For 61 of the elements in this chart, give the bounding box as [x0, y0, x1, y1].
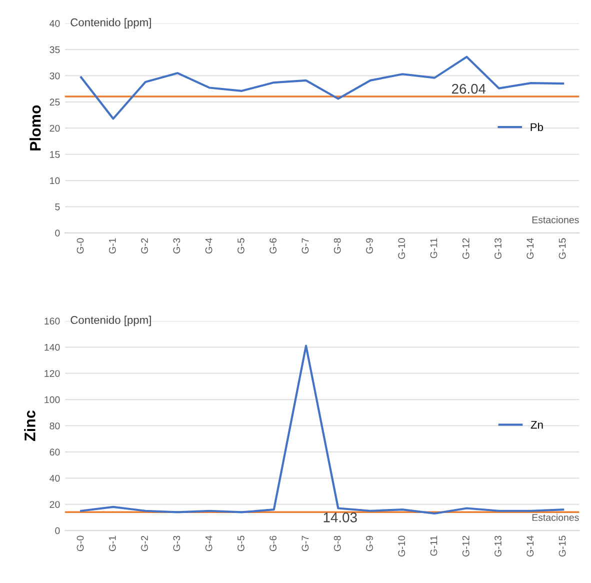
legend-label: Pb [530, 122, 544, 132]
y-tick-label: 30 [50, 72, 60, 80]
x-tick-label: G-4 [205, 536, 212, 552]
y-tick-label: 15 [50, 151, 60, 158]
x-tick-label: G-3 [173, 238, 180, 254]
y-tick-label: 0 [55, 527, 60, 534]
x-tick-label: G-8 [334, 238, 341, 254]
x-tick-label: G-6 [270, 536, 276, 552]
y-tick-label: 80 [50, 422, 60, 430]
legend-label: Zn [530, 420, 543, 429]
y-tick-label: 0 [55, 230, 60, 237]
y-tick-label: 60 [50, 448, 60, 456]
x-tick-label: G-15 [558, 238, 566, 259]
x-tick-label: G-0 [76, 536, 84, 552]
x-tick-label: G-13 [494, 238, 502, 259]
y-tick-label: 160 [44, 318, 60, 325]
x-tick-label: G-1 [108, 238, 116, 254]
y-tick-label: 100 [44, 396, 60, 404]
y-tick-label: 10 [50, 177, 60, 184]
y-tick-label: 20 [50, 501, 60, 508]
annotation: Contenido [ppm] [70, 316, 151, 326]
y-tick-label: 120 [44, 370, 60, 377]
x-tick-label: G-7 [302, 536, 309, 552]
x-tick-label: G-5 [237, 536, 244, 552]
y-tick-label: 40 [50, 20, 60, 27]
x-tick-label: G-12 [462, 536, 470, 557]
x-tick-label: G-2 [141, 238, 148, 254]
x-tick-label: G-6 [270, 238, 276, 254]
x-tick-label: G-5 [237, 238, 244, 254]
ref-line-label: 26.04 [452, 84, 486, 94]
x-axis-title: Estaciones [532, 216, 579, 224]
y-tick-label: 25 [50, 98, 60, 106]
x-tick-label: G-1 [108, 536, 116, 552]
x-tick-label: G-11 [430, 238, 438, 258]
x-tick-label: G-7 [302, 238, 309, 254]
x-tick-label: G-4 [205, 238, 212, 254]
y-tick-label: 35 [50, 46, 60, 54]
y-tick-label: 140 [44, 344, 60, 351]
line-series [80, 56, 564, 120]
annotation: Contenido [ppm] [70, 18, 151, 28]
y-tick-label: 40 [50, 474, 60, 482]
x-axis-title: Estaciones [532, 514, 579, 521]
x-tick-label: G-9 [366, 238, 373, 254]
x-tick-label: G-9 [366, 536, 373, 552]
y-axis-title: Zinc [24, 410, 36, 441]
x-tick-label: G-3 [173, 536, 180, 552]
x-tick-label: G-14 [526, 536, 534, 557]
x-tick-label: G-2 [141, 536, 148, 552]
x-tick-label: G-13 [494, 536, 502, 557]
y-axis-title: Plomo [30, 105, 41, 150]
x-tick-label: G-11 [430, 536, 438, 556]
y-tick-label: 5 [55, 204, 60, 210]
x-tick-label: G-10 [398, 238, 406, 259]
x-tick-label: G-12 [462, 238, 470, 259]
y-tick-label: 20 [50, 124, 60, 132]
x-tick-label: G-14 [526, 238, 534, 259]
x-tick-label: G-0 [76, 238, 84, 254]
ref-line-label: 14.03 [324, 512, 357, 522]
x-tick-label: G-15 [558, 536, 566, 557]
x-tick-label: G-10 [398, 536, 406, 557]
x-tick-label: G-8 [334, 536, 341, 552]
